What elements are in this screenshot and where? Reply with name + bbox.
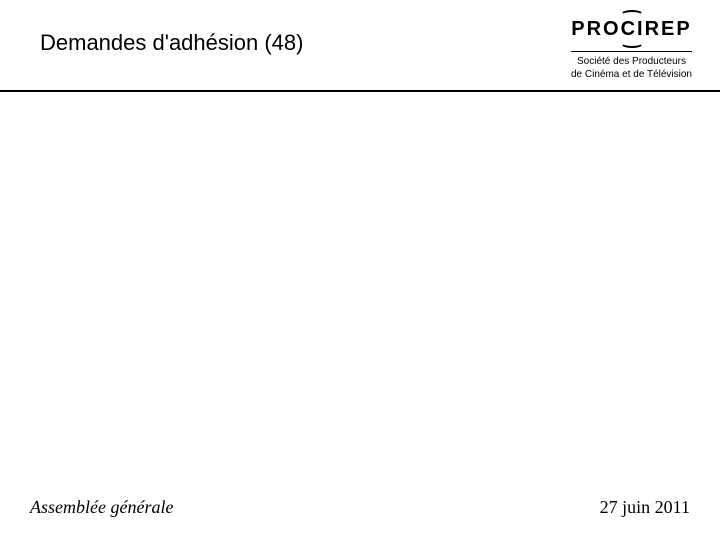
logo-name: PROCIREP <box>571 18 691 41</box>
logo-subtitle: Société des Producteurs de Cinéma et de … <box>571 51 692 81</box>
logo-arc-bottom-icon <box>620 38 644 48</box>
logo-subtitle-line2: de Cinéma et de Télévision <box>571 69 692 82</box>
page-title: Demandes d'adhésion (48) <box>40 30 303 56</box>
slide: Demandes d'adhésion (48) PROCIREP Sociét… <box>0 0 720 540</box>
logo-name-text: PROCIREP <box>571 18 691 40</box>
footer-left: Assemblée générale <box>30 497 173 518</box>
logo-arc-top-icon <box>620 10 644 20</box>
logo: PROCIREP Société des Producteurs de Ciné… <box>571 18 692 81</box>
footer-right: 27 juin 2011 <box>600 497 690 518</box>
logo-subtitle-line1: Société des Producteurs <box>571 56 692 69</box>
header: Demandes d'adhésion (48) PROCIREP Sociét… <box>0 0 720 92</box>
